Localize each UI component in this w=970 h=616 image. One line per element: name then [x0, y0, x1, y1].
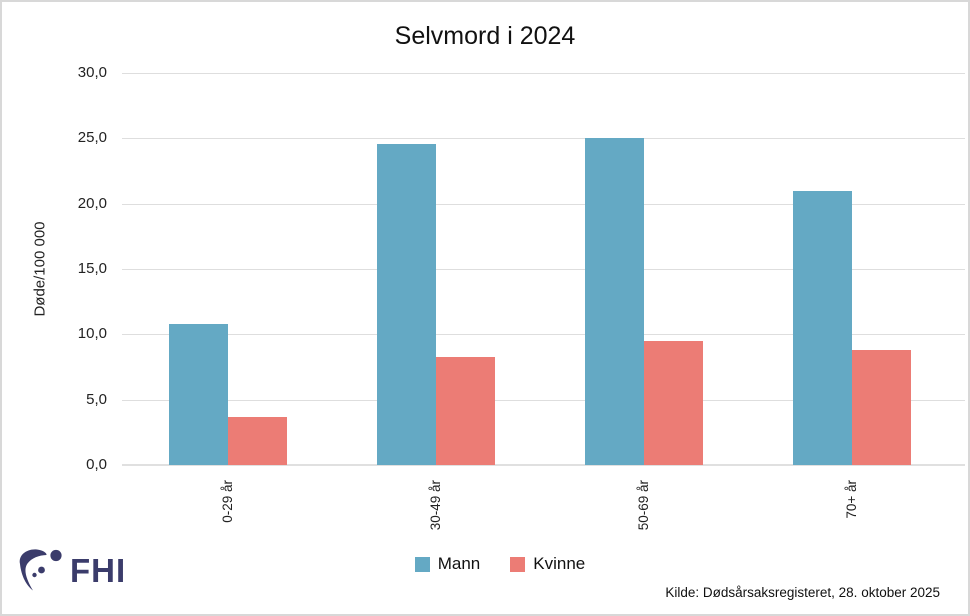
bar-kvinne-0-29-r — [227, 416, 287, 465]
gridline — [122, 203, 965, 205]
gridline — [122, 399, 965, 401]
fhi-logo: FHI — [14, 547, 126, 595]
x-axis-label-30-49-r: 30-49 år — [427, 480, 443, 531]
y-tick-label: 15,0 — [77, 260, 107, 277]
legend-swatch-mann — [414, 556, 430, 572]
bar-mann-70-r — [793, 190, 853, 465]
legend-swatch-kvinne — [510, 556, 526, 572]
x-axis-label-0-29-r: 0-29 år — [219, 480, 235, 523]
bar-mann-50-69-r — [585, 138, 644, 465]
y-tick-label: 20,0 — [77, 194, 107, 212]
y-tick-label: 25,0 — [77, 129, 107, 147]
source-text: Kilde: Dødsårsaksregisteret, 28. oktober… — [665, 585, 940, 600]
bar-mann-0-29-r — [168, 323, 228, 465]
legend-item-mann: Mann — [414, 554, 481, 574]
bar-kvinne-30-49-r — [435, 356, 495, 465]
y-tick-label: 0,0 — [86, 456, 107, 473]
bar-mann-30-49-r — [376, 143, 436, 465]
gridline — [122, 73, 965, 74]
legend-label-mann: Mann — [437, 554, 481, 573]
x-axis-baseline — [122, 464, 965, 466]
x-axis-label-50-69-r: 50-69 år — [636, 480, 651, 531]
chart-title: Selvmord i 2024 — [394, 22, 576, 50]
gridline — [122, 269, 965, 270]
legend: Mann Kvinne — [32, 554, 968, 574]
fhi-logo-text: FHI — [70, 552, 127, 589]
bar-kvinne-50-69-r — [644, 340, 703, 465]
y-tick-label: 5,0 — [86, 390, 107, 408]
legend-item-kvinne: Kvinne — [510, 554, 585, 574]
y-tick-label: 10,0 — [77, 325, 107, 343]
fhi-logo-icon — [19, 549, 62, 591]
x-axis-label-70-r: 70+ år — [844, 480, 860, 519]
bar-kvinne-70-r — [852, 350, 912, 465]
y-tick-label: 30,0 — [77, 64, 107, 81]
gridline — [122, 138, 965, 140]
legend-label-kvinne: Kvinne — [533, 554, 586, 573]
gridline — [122, 334, 965, 336]
